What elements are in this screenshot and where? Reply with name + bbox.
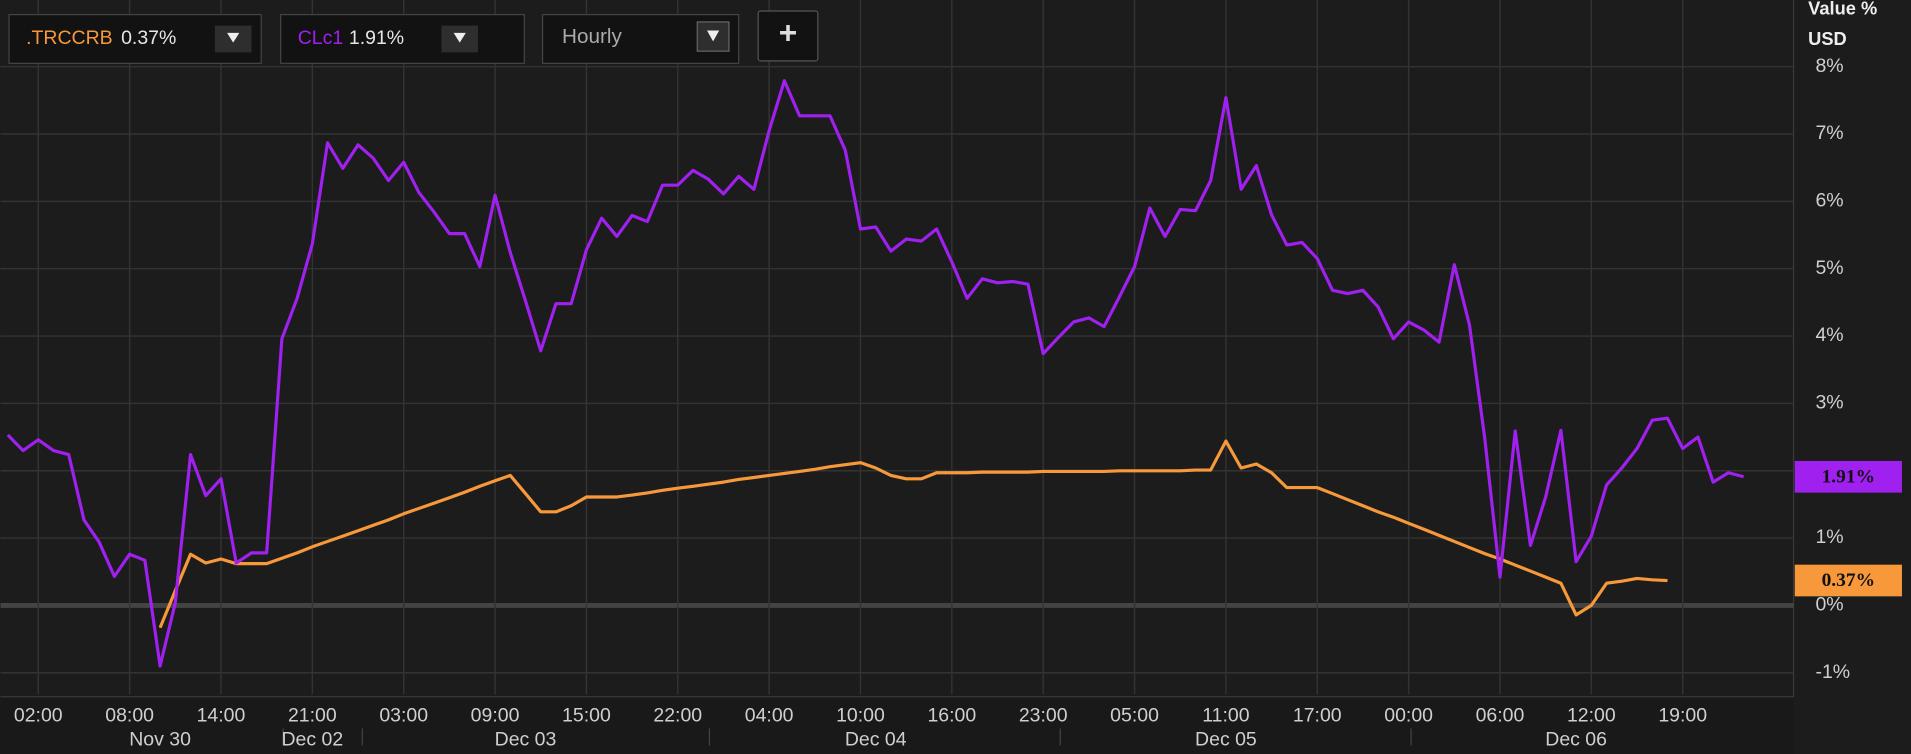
date-label: Dec 03 bbox=[495, 729, 557, 751]
series-name: .TRCCRB bbox=[26, 27, 113, 49]
y-axis-title: Value % bbox=[1808, 0, 1877, 19]
plot bbox=[6, 79, 1745, 668]
toolbar: .TRCCRB 0.37% CLc1 1.91% Hourly + bbox=[8, 10, 819, 64]
dropdown-arrow bbox=[707, 30, 720, 42]
badge-label: 1.91% bbox=[1822, 466, 1876, 487]
x-tick-label: 15:00 bbox=[562, 704, 611, 726]
x-tick-label: 22:00 bbox=[653, 704, 702, 726]
x-tick-label: 21:00 bbox=[288, 704, 337, 726]
series-name: CLc1 bbox=[298, 27, 343, 49]
y-tick-label: 8% bbox=[1815, 55, 1843, 77]
y-tick-label: 4% bbox=[1815, 324, 1843, 346]
y-tick-label: 5% bbox=[1815, 257, 1843, 279]
y-tick-label: 7% bbox=[1815, 122, 1843, 144]
x-tick-label: 11:00 bbox=[1202, 704, 1249, 726]
date-label: Dec 04 bbox=[845, 729, 907, 751]
dropdown-arrow bbox=[227, 32, 240, 43]
x-tick-label: 03:00 bbox=[379, 704, 428, 726]
x-tick-label: 08:00 bbox=[105, 704, 154, 726]
x-tick-label: 00:00 bbox=[1384, 704, 1433, 726]
series-line bbox=[6, 79, 1745, 668]
y-tick-label: -1% bbox=[1815, 661, 1850, 683]
dropdown-arrow bbox=[453, 32, 466, 43]
x-tick-label: 02:00 bbox=[14, 704, 63, 726]
date-label: Dec 05 bbox=[1195, 729, 1257, 751]
y-axis-unit: USD bbox=[1808, 28, 1847, 49]
series-selector[interactable]: CLc1 1.91% bbox=[280, 14, 525, 64]
x-tick-label: 16:00 bbox=[927, 704, 976, 726]
add-button-label: + bbox=[779, 15, 798, 51]
badge-label: 0.37% bbox=[1822, 570, 1876, 591]
x-tick-label: 19:00 bbox=[1658, 704, 1707, 726]
grid bbox=[0, 0, 1794, 695]
interval-label: Hourly bbox=[562, 25, 622, 48]
x-tick-label: 17:00 bbox=[1293, 704, 1342, 726]
series-value: 1.91% bbox=[349, 27, 404, 49]
x-tick-label: 09:00 bbox=[471, 704, 520, 726]
interval-selector[interactable]: Hourly bbox=[541, 14, 740, 64]
series-value: 0.37% bbox=[121, 27, 176, 49]
x-tick-label: 12:00 bbox=[1567, 704, 1616, 726]
date-label: Dec 06 bbox=[1545, 729, 1607, 751]
series-line bbox=[158, 439, 1668, 629]
y-tick-label: 1% bbox=[1815, 526, 1843, 548]
last-value-badge: 0.37% bbox=[1794, 564, 1902, 597]
x-tick-label: 06:00 bbox=[1476, 704, 1525, 726]
x-tick-label: 23:00 bbox=[1019, 704, 1068, 726]
badge-box bbox=[1794, 564, 1902, 597]
last-value-badge: 1.91% bbox=[1794, 460, 1902, 493]
add-button[interactable] bbox=[757, 10, 819, 62]
x-tick-label: 05:00 bbox=[1110, 704, 1159, 726]
y-tick-label: 0% bbox=[1815, 594, 1843, 616]
badge-box bbox=[1794, 460, 1902, 493]
x-axis-area bbox=[0, 696, 1794, 754]
date-label: Nov 30 bbox=[129, 729, 191, 751]
y-tick-label: 6% bbox=[1815, 189, 1843, 211]
x-tick-label: 10:00 bbox=[836, 704, 885, 726]
x-tick-label: 14:00 bbox=[197, 704, 246, 726]
series-selector[interactable]: .TRCCRB 0.37% bbox=[8, 14, 262, 64]
selector-box bbox=[280, 14, 525, 64]
date-label: Dec 02 bbox=[282, 729, 344, 751]
y-tick-label: 3% bbox=[1815, 392, 1843, 414]
selector-box bbox=[8, 14, 262, 64]
x-tick-label: 04:00 bbox=[745, 704, 794, 726]
